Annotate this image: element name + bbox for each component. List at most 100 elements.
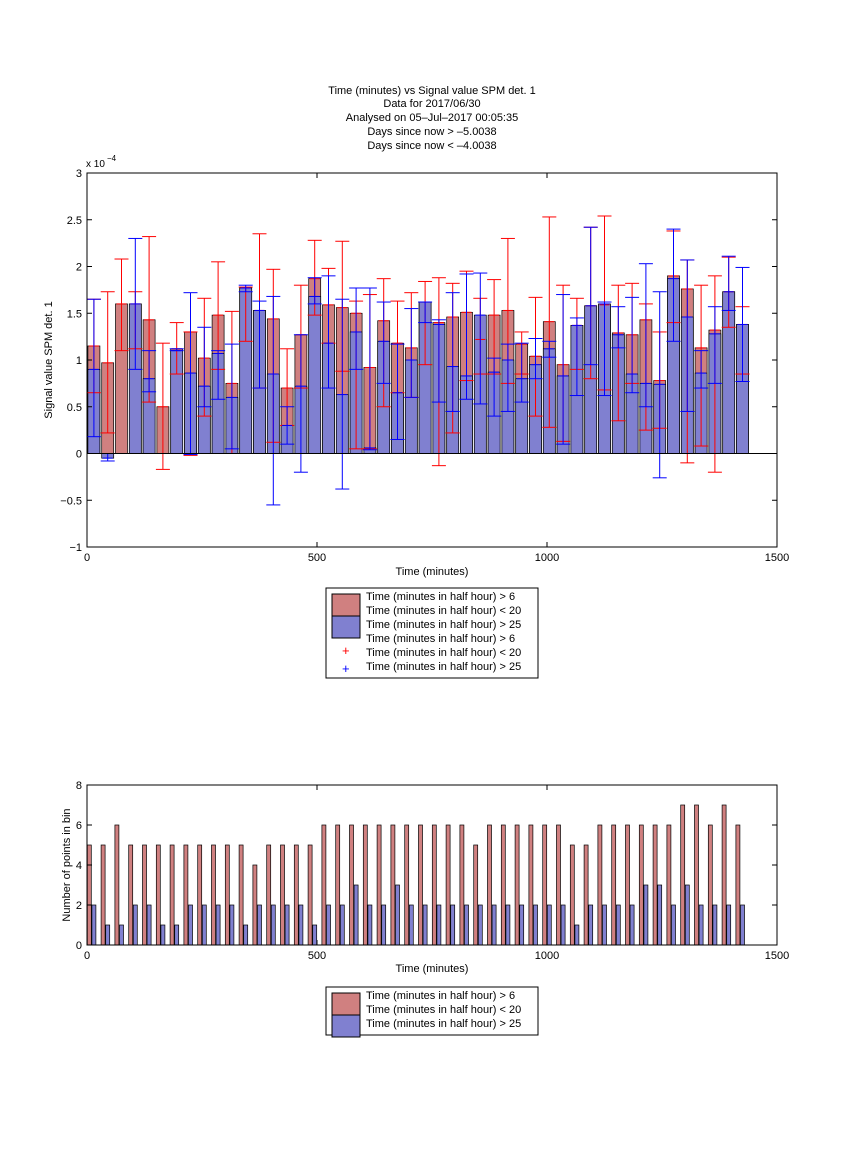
- chart-2-bar: [404, 824, 410, 946]
- chart-1-error-bar: [404, 308, 419, 398]
- chart-2-bar: [284, 904, 290, 946]
- chart-1-title: Time (minutes) vs Signal value SPM det. …: [328, 85, 535, 152]
- chart-1-legend-swatch: [331, 593, 361, 617]
- chart-2-bar: [128, 844, 134, 946]
- chart-2-bar: [505, 904, 511, 946]
- chart-2-bar: [721, 804, 727, 946]
- chart-2-bar: [625, 824, 630, 946]
- chart-1-error-bar: [418, 301, 433, 324]
- chart-2-bar: [266, 844, 272, 946]
- chart-1-error-bar: [542, 216, 557, 428]
- chart-2-bar: [556, 824, 561, 946]
- chart-1: Time (minutes) vs Signal value SPM det. …: [43, 85, 789, 679]
- chart-1-error-bars: [86, 215, 750, 506]
- chart-2-bar: [602, 904, 607, 946]
- chart-2-bar: [321, 824, 327, 946]
- chart-2-bar: [312, 924, 318, 946]
- chart-2-legend-label: Time (minutes in half hour) < 20: [366, 1004, 521, 1016]
- chart-2-bar: [422, 904, 428, 946]
- chart-2-bar: [657, 884, 663, 946]
- chart-1-error-bar: [197, 326, 212, 408]
- chart-2-legend-label: Time (minutes in half hour) > 25: [366, 1018, 521, 1030]
- chart-2-bar: [652, 824, 658, 946]
- chart-2-bar: [569, 844, 575, 946]
- chart-1-y-tick-label: 1: [76, 355, 82, 367]
- chart-2-bar: [735, 824, 741, 946]
- chart-2-x-ticks: 0 500 1000 1500: [84, 785, 789, 962]
- chart-2-bar: [353, 884, 359, 946]
- chart-2-bar: [326, 904, 331, 946]
- chart-2-bar: [418, 824, 423, 946]
- chart-1-error-bar: [224, 343, 239, 450]
- chart-2-bar: [477, 904, 483, 946]
- chart-1-y-tick-label: 0.5: [67, 402, 82, 414]
- chart-2-bar: [588, 904, 594, 946]
- chart-1-y-exponent-base: x 10: [86, 159, 105, 170]
- chart-1-error-bar: [666, 228, 681, 342]
- chart-2-bar: [726, 904, 732, 946]
- chart-1-legend-label: Time (minutes in half hour) > 6: [366, 591, 515, 603]
- chart-2-bar: [707, 824, 713, 946]
- chart-2-bar: [740, 904, 745, 946]
- chart-1-error-bar: [597, 301, 612, 397]
- chart-1-error-bar: [266, 295, 281, 506]
- chart-2-bar: [174, 924, 180, 946]
- chart-2-bar: [666, 824, 672, 946]
- chart-2-y-tick-label: 8: [76, 780, 82, 792]
- chart-2-bar: [376, 824, 382, 946]
- chart-1-error-bar: [86, 298, 101, 438]
- chart-2-bar: [183, 844, 189, 946]
- chart-2-bar: [105, 924, 111, 946]
- chart-2-bar: [114, 824, 120, 946]
- chart-2-bar: [280, 844, 285, 946]
- chart-2-y-tick-label: 2: [76, 900, 82, 912]
- chart-1-error-bar: [638, 263, 653, 408]
- chart-1-y-tick-label: −0.5: [60, 495, 82, 507]
- chart-2-bar: [533, 904, 538, 946]
- chart-1-error-bar: [445, 292, 460, 412]
- chart-1-error-bar: [652, 291, 667, 479]
- chart-1-legend-marker: +: [342, 661, 350, 676]
- chart-1-error-bar: [500, 343, 515, 412]
- chart-1-error-bar: [680, 259, 695, 412]
- chart-2-bars: [86, 804, 745, 946]
- chart-2-y-axis-label: Number of points in bin: [61, 808, 73, 921]
- chart-1-legend-marker: +: [342, 643, 350, 658]
- chart-2-bar: [395, 884, 400, 946]
- chart-1-bars: [87, 275, 749, 459]
- chart-1-error-bar: [707, 306, 722, 384]
- chart-2-bar: [629, 904, 635, 946]
- chart-2-bar: [243, 924, 249, 946]
- chart-1-error-bar: [735, 266, 750, 383]
- chart-2-y-tick-label: 6: [76, 820, 82, 832]
- chart-1-x-tick-label: 1500: [765, 552, 789, 564]
- chart-2-bar: [643, 884, 649, 946]
- chart-2: 0 500 1000 1500 0 2 4 6 8 Time (minutes) Number…: [61, 780, 789, 1038]
- chart-1-error-bar: [569, 317, 584, 397]
- chart-1-legend-swatch: [331, 615, 361, 639]
- chart-2-bar: [211, 844, 216, 946]
- chart-2-bar: [270, 904, 276, 946]
- chart-1-error-bar: [183, 292, 198, 455]
- chart-2-bar: [445, 824, 451, 946]
- chart-2-bar: [583, 844, 589, 946]
- chart-2-bar: [436, 904, 442, 946]
- chart-2-bar: [224, 844, 230, 946]
- chart-2-bar: [160, 924, 166, 946]
- chart-1-y-tick-label: 2: [76, 262, 82, 274]
- chart-2-bar: [615, 904, 621, 946]
- chart-2-bar: [528, 824, 534, 946]
- chart-1-legend-label: Time (minutes in half hour) < 20: [366, 647, 521, 659]
- chart-1-error-bar: [307, 277, 322, 305]
- chart-2-legend-swatch: [331, 992, 361, 1016]
- chart-1-y-exponent-power: −4: [107, 154, 117, 163]
- chart-2-bar: [611, 824, 617, 946]
- chart-1-error-bar: [362, 287, 377, 451]
- chart-1-error-bar: [321, 275, 336, 389]
- chart-1-x-tick-label: 500: [308, 552, 326, 564]
- chart-1-error-bar: [335, 298, 350, 490]
- chart-1-error-bar: [169, 348, 184, 352]
- chart-2-bar: [155, 844, 161, 946]
- chart-2-bar: [257, 904, 262, 946]
